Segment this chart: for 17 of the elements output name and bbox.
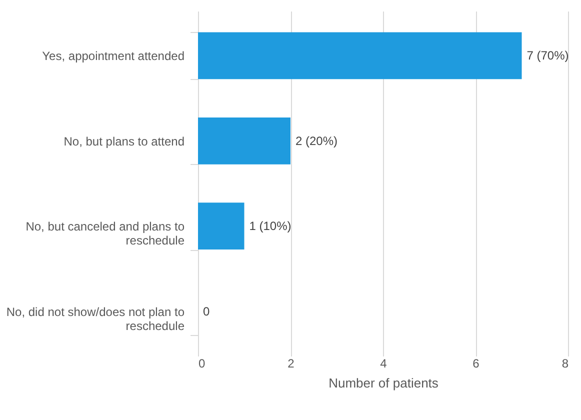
x-tick-label: 0 bbox=[198, 356, 206, 370]
y-tick-label: No, did not show/does not plan to reschedule bbox=[6, 304, 185, 333]
data-label: 1 (10%) bbox=[249, 219, 292, 234]
bar bbox=[198, 202, 244, 250]
x-tick-label: 8 bbox=[562, 356, 569, 370]
y-tick-label: Yes, appointment attended bbox=[42, 49, 184, 64]
data-label: 0 bbox=[203, 304, 210, 318]
bar bbox=[198, 32, 522, 80]
x-tick-label: 2 bbox=[288, 356, 295, 370]
data-label: 7 (70%) bbox=[526, 48, 569, 63]
x-axis-title: Number of patients bbox=[328, 376, 439, 390]
y-tick-label: No, but canceled and plans to reschedule bbox=[26, 220, 185, 248]
bar bbox=[198, 117, 290, 164]
x-tick-label: 4 bbox=[380, 356, 388, 370]
x-tick-label: 6 bbox=[472, 356, 480, 370]
y-tick-label: No, but plans to attend bbox=[64, 134, 184, 148]
data-label: 2 (20%) bbox=[296, 134, 338, 148]
